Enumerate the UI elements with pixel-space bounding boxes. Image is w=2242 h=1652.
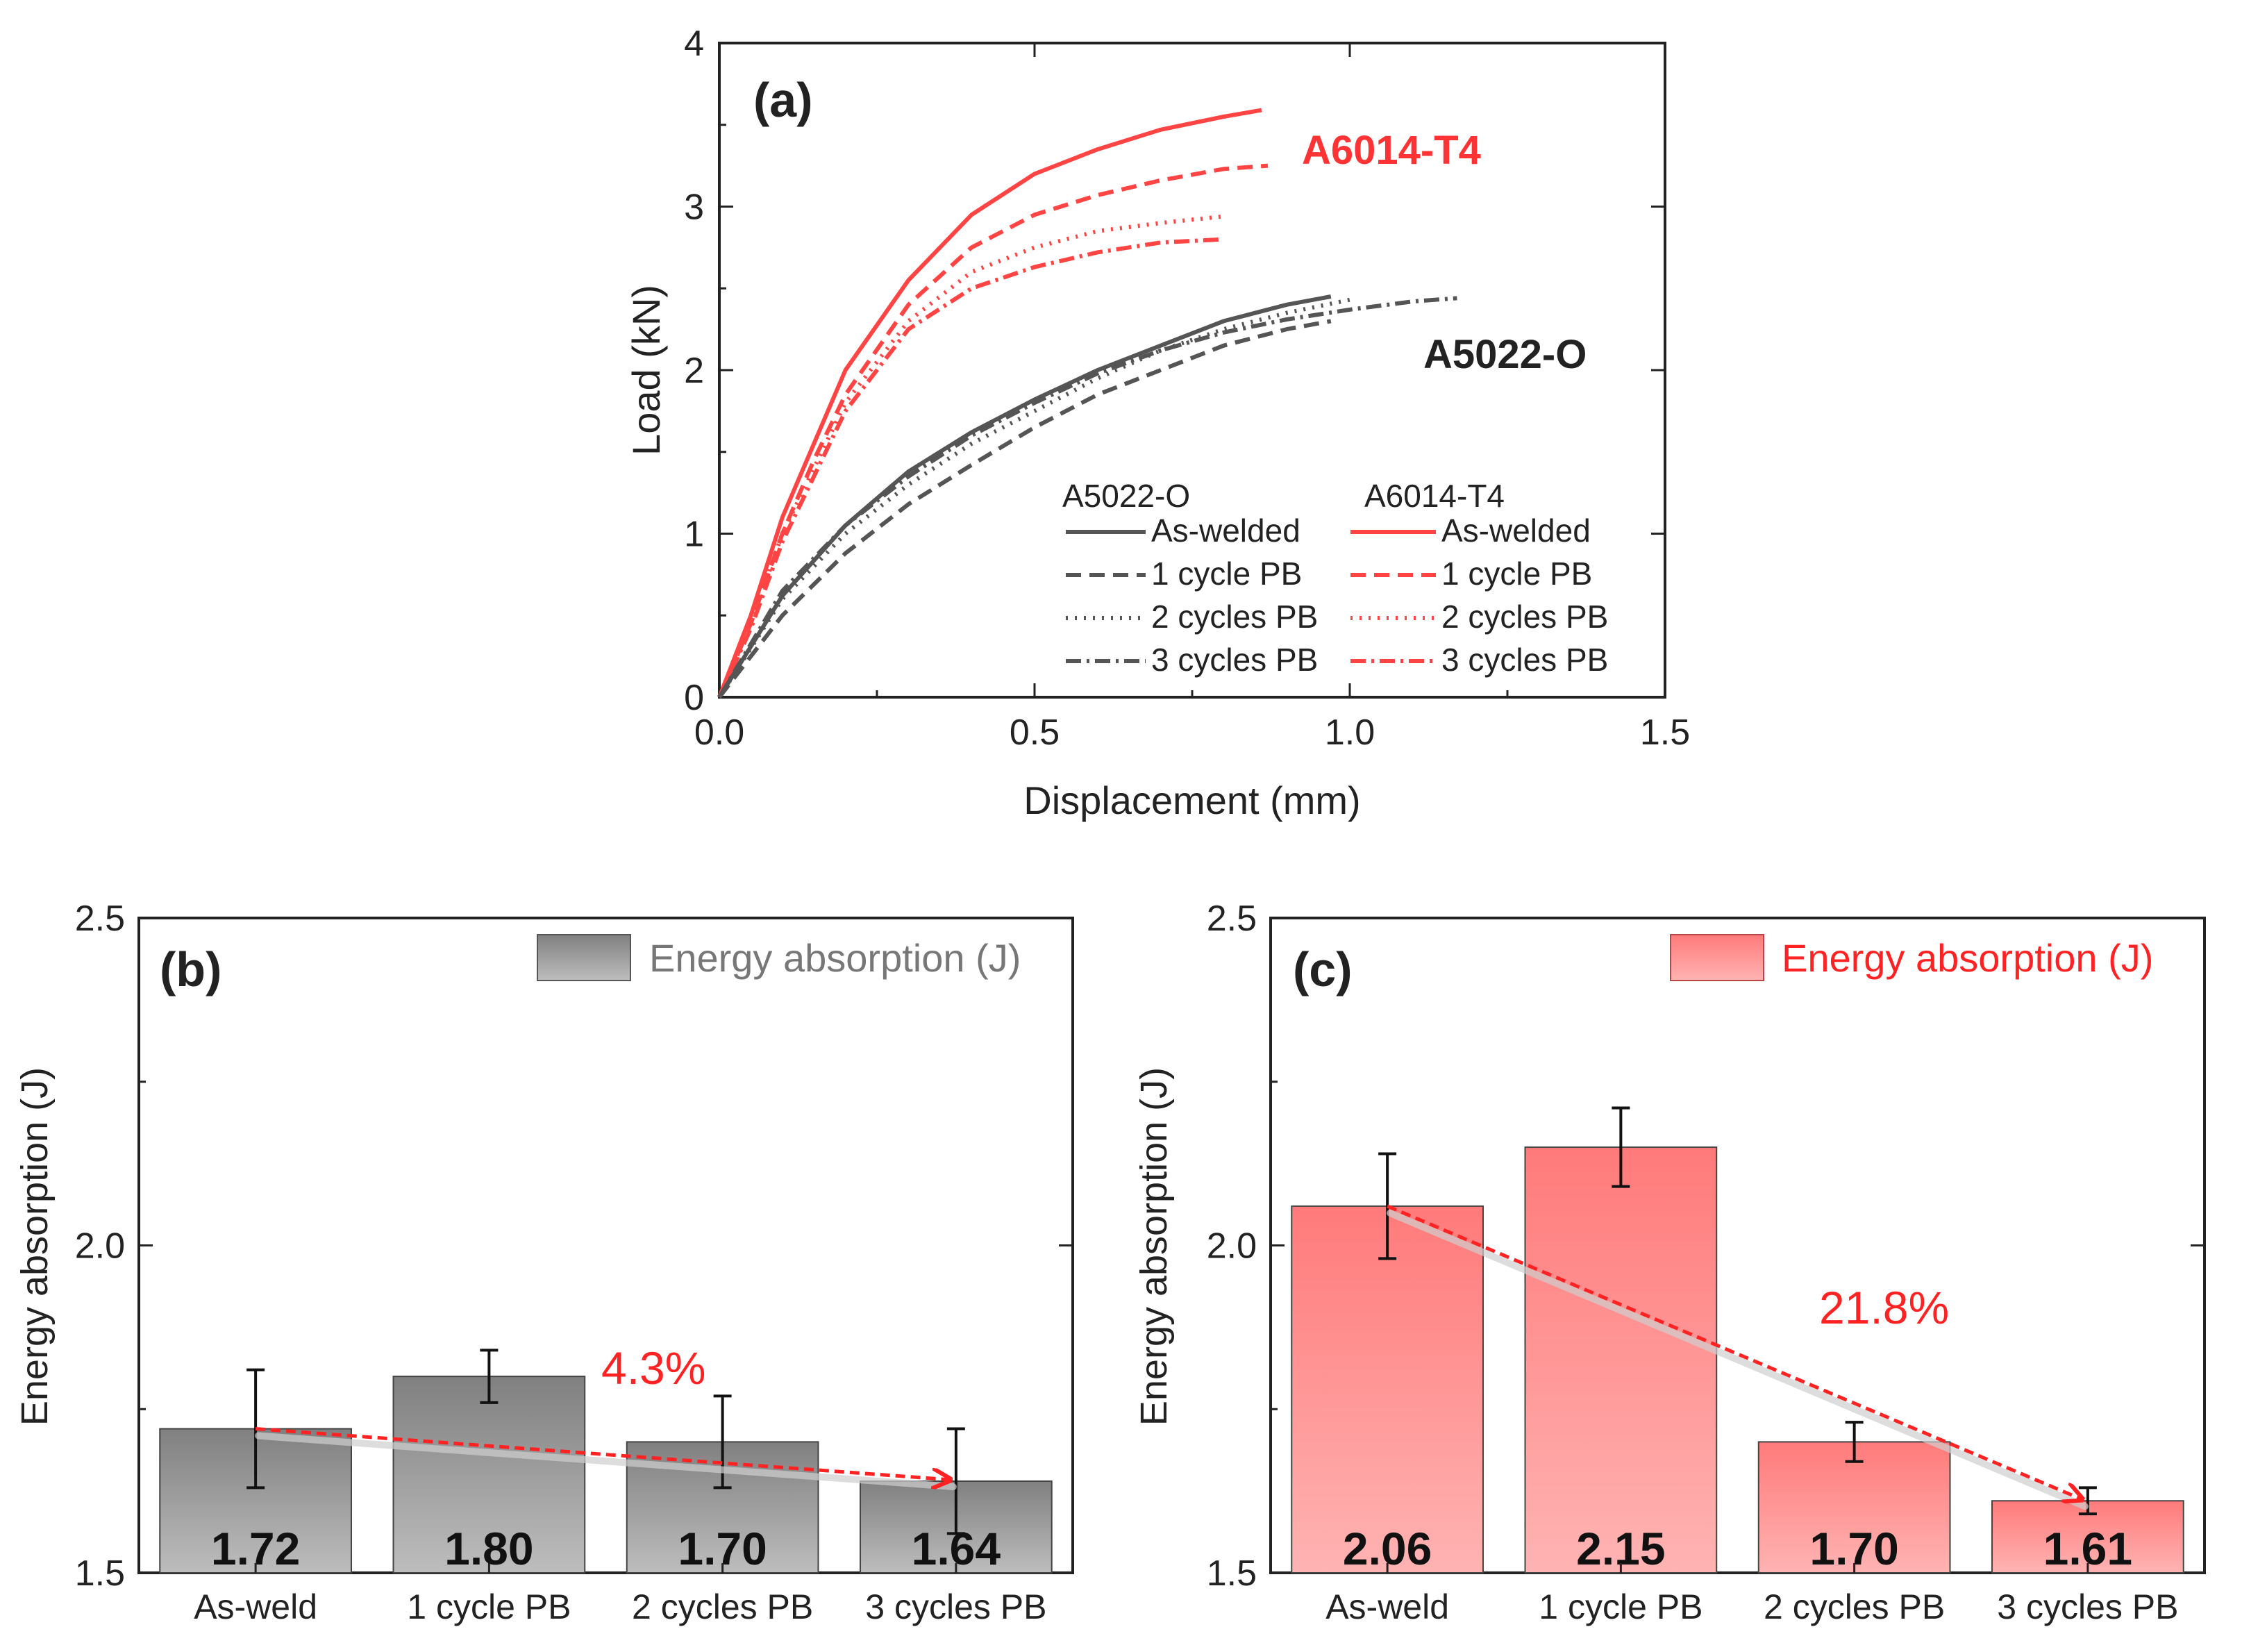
bar-as-weld (1291, 1205, 1484, 1574)
series-line-a5022-o-1-cycle-pb (717, 319, 1332, 699)
trend-arrow-shadow (255, 1432, 957, 1490)
trend-arrow (1387, 1204, 2082, 1499)
panel-c-annotation: 21.8% (1819, 1282, 1949, 1333)
x-tick-label: 2 cycles PB (632, 1587, 813, 1626)
panel-a-axes: 0.0 0.5 1.0 1.5 0 1 2 3 4 (684, 24, 1690, 753)
y-tick-label: 1.5 (75, 1553, 125, 1594)
series-line-a5022-o-2-cycles-pb (717, 297, 1350, 699)
panel-c-label: (c) (1293, 942, 1353, 996)
panel-a-legend: A5022-O A6014-T4 As-welded As-welded 1 cyc… (1062, 478, 1608, 678)
x-tick-label: 1.0 (1325, 712, 1375, 753)
panel-a-load-displacement: 0.0 0.5 1.0 1.5 0 1 2 3 4 (a) A6014-T4 A5022-O D… (624, 24, 1690, 822)
y-tick-label: 2.5 (75, 899, 125, 939)
annotation-a5022: A5022-O (1423, 332, 1587, 377)
panel-b-legend-swatch (537, 934, 631, 981)
legend-label-a5022: 1 cycle PB (1151, 556, 1302, 592)
panel-b-annotation: 4.3% (601, 1342, 705, 1394)
series-line-a6014-t4-3-cycles-pb (717, 237, 1224, 699)
legend-label-a5022: As-welded (1151, 512, 1300, 549)
x-tick-label: 2 cycles PB (1764, 1587, 1945, 1626)
x-tick-label: 3 cycles PB (1997, 1587, 2178, 1626)
x-tick-label: 1 cycle PB (1539, 1587, 1703, 1626)
panel-a-ylabel: Load (kN) (624, 285, 668, 456)
y-tick-label: 1 (684, 515, 704, 555)
y-tick-label: 0 (684, 678, 704, 718)
y-tick-label: 2.0 (1207, 1226, 1257, 1267)
series-line-a5022-o-as-welded (717, 294, 1332, 699)
legend-label-a5022: 2 cycles PB (1151, 599, 1318, 635)
panel-b-ylabel: Energy absorption (J) (14, 1067, 56, 1426)
x-tick-label: 1.5 (1640, 712, 1690, 753)
y-tick-label: 4 (684, 24, 704, 64)
y-tick-label: 1.5 (1207, 1553, 1257, 1594)
panel-c-legend-text: Energy absorption (J) (1782, 936, 2153, 980)
panel-a-xlabel: Displacement (mm) (1023, 778, 1360, 822)
x-tick-label: As-weld (1325, 1587, 1449, 1626)
x-tick-label: 3 cycles PB (865, 1587, 1046, 1626)
annotation-a6014: A6014-T4 (1302, 128, 1481, 173)
bar-2-cycles-pb (1757, 1441, 1951, 1574)
legend-label-a5022: 3 cycles PB (1151, 642, 1318, 678)
legend-label-a6014: 1 cycle PB (1441, 556, 1592, 592)
legend-label-a6014: 3 cycles PB (1441, 642, 1608, 678)
y-tick-label: 2.0 (75, 1226, 125, 1267)
bar-1-cycle-pb (1524, 1146, 1718, 1574)
legend-group-title-a5022: A5022-O (1062, 478, 1190, 514)
series-line-a6014-t4-as-welded (717, 108, 1262, 699)
panel-a-label: (a) (753, 73, 813, 127)
panel-c-ylabel: Energy absorption (J) (1133, 1067, 1175, 1426)
bar-1-cycle-pb (392, 1376, 586, 1574)
legend-group-title-a6014: A6014-T4 (1364, 478, 1505, 514)
legend-label-a6014: As-welded (1441, 512, 1591, 549)
y-tick-label: 2 (684, 351, 704, 391)
panel-b-label: (b) (160, 942, 221, 996)
y-tick-label: 3 (684, 187, 704, 228)
panel-a-series (717, 108, 1457, 699)
series-line-a6014-t4-2-cycles-pb (717, 214, 1224, 699)
trend-arrow-shadow (1387, 1209, 2089, 1510)
y-tick-label: 2.5 (1207, 899, 1257, 939)
series-line-a6014-t4-1-cycle-pb (717, 163, 1269, 699)
series-line-a5022-o-3-cycles-pb (717, 296, 1457, 699)
x-tick-label: 0.5 (1010, 712, 1060, 753)
trend-arrow (255, 1427, 951, 1480)
x-tick-label: 0.0 (694, 712, 744, 753)
x-tick-label: 1 cycle PB (407, 1587, 571, 1626)
panel-b-legend-text: Energy absorption (J) (649, 936, 1021, 980)
x-tick-label: As-weld (194, 1587, 317, 1626)
panel-c-legend-swatch (1670, 934, 1764, 981)
legend-label-a6014: 2 cycles PB (1441, 599, 1608, 635)
